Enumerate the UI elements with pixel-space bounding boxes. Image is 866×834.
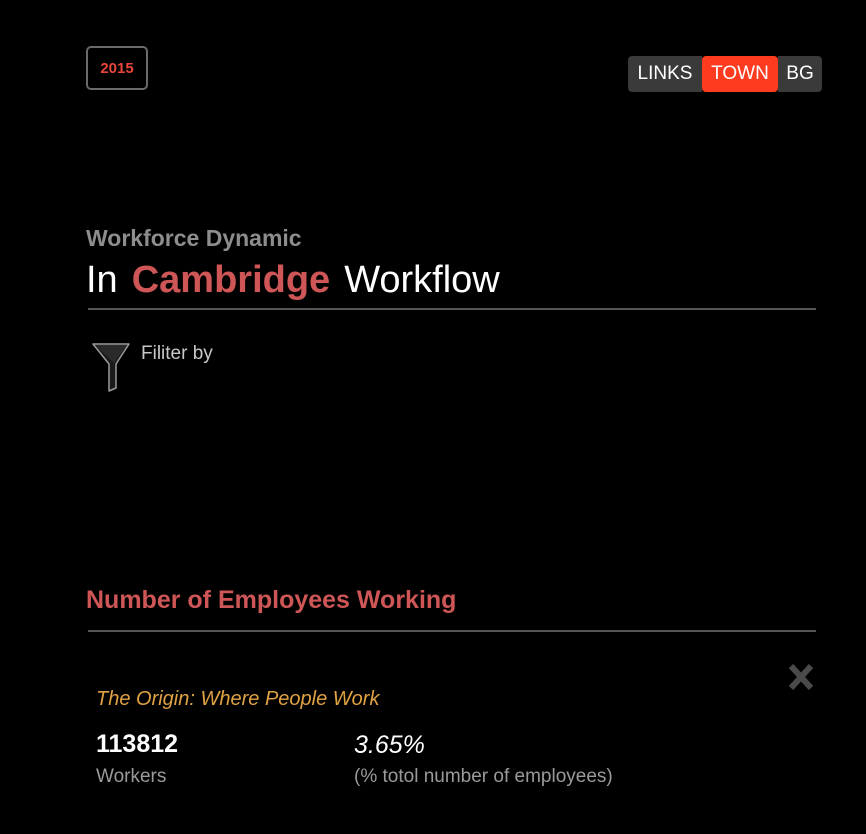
title-city[interactable]: Cambridge: [131, 259, 331, 301]
bg-toggle-button[interactable]: BG: [778, 56, 822, 92]
title-divider: [88, 308, 816, 310]
percent-value: 3.65%: [354, 731, 425, 759]
town-toggle-button[interactable]: TOWN: [702, 56, 778, 92]
workers-count: 113812: [96, 730, 179, 758]
view-toggle-group: LINKS TOWN BG: [628, 56, 822, 92]
section-title: Number of Employees Working: [86, 586, 457, 614]
percent-label: (% totol number of employees): [354, 766, 613, 787]
origin-label: The Origin: Where People Work: [96, 688, 380, 710]
page-title: In Cambridge Workflow: [86, 258, 500, 302]
close-icon[interactable]: [788, 662, 814, 692]
workers-label: Workers: [96, 766, 167, 787]
page-subtitle: Workforce Dynamic: [86, 225, 302, 251]
year-badge[interactable]: 2015: [86, 46, 148, 90]
title-suffix: Workflow: [344, 259, 500, 301]
section-divider: [88, 630, 816, 632]
title-prefix: In: [86, 259, 118, 301]
funnel-icon[interactable]: [92, 342, 130, 392]
filter-label: Filiter by: [141, 343, 213, 364]
links-toggle-button[interactable]: LINKS: [628, 56, 702, 92]
